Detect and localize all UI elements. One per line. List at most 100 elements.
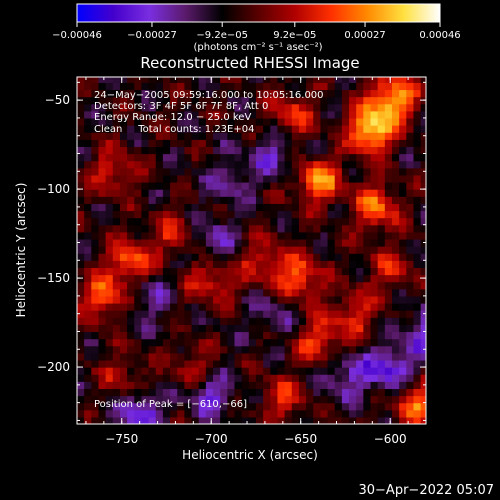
heatmap-cell bbox=[155, 359, 164, 368]
heatmap-cell bbox=[306, 146, 314, 155]
heatmap-cell bbox=[370, 295, 379, 304]
heatmap-cell bbox=[248, 203, 257, 212]
heatmap-cell bbox=[399, 224, 407, 233]
heatmap-cell bbox=[77, 352, 85, 361]
heatmap-cell bbox=[327, 374, 336, 382]
heatmap-cell bbox=[248, 253, 257, 261]
heatmap-cell bbox=[399, 295, 407, 304]
heatmap-cell bbox=[284, 117, 293, 126]
heatmap-cell bbox=[170, 295, 178, 304]
heatmap-cell bbox=[84, 132, 92, 140]
heatmap-cell bbox=[356, 231, 364, 240]
heatmap-cell bbox=[356, 117, 364, 126]
heatmap-cell bbox=[170, 288, 178, 297]
heatmap-cell bbox=[112, 196, 121, 204]
heatmap-cell bbox=[112, 153, 121, 162]
heatmap-cell bbox=[213, 238, 221, 247]
heatmap-cell bbox=[406, 402, 415, 411]
heatmap-cell bbox=[298, 110, 307, 119]
heatmap-cell bbox=[399, 381, 407, 390]
heatmap-cell bbox=[105, 110, 114, 119]
heatmap-cell bbox=[198, 89, 207, 98]
annotation-energy: Energy Range: 12.0 − 25.0 keV bbox=[94, 112, 251, 123]
heatmap-cell bbox=[155, 117, 164, 126]
heatmap-cell bbox=[420, 359, 426, 368]
heatmap-cell bbox=[406, 217, 415, 226]
heatmap-cell bbox=[384, 117, 393, 126]
heatmap-cell bbox=[248, 267, 257, 276]
heatmap-cell bbox=[334, 402, 343, 411]
heatmap-cell bbox=[141, 125, 150, 133]
heatmap-cell bbox=[119, 174, 128, 183]
heatmap-cell bbox=[334, 196, 343, 204]
heatmap-cell bbox=[241, 253, 250, 261]
heatmap-cell bbox=[213, 132, 221, 140]
heatmap-cell bbox=[306, 210, 314, 219]
heatmap-cell bbox=[84, 310, 92, 318]
heatmap-cell bbox=[170, 210, 178, 219]
heatmap-cell bbox=[191, 196, 200, 204]
heatmap-cell bbox=[105, 359, 114, 368]
heatmap-cell bbox=[162, 281, 171, 290]
heatmap-cell bbox=[334, 324, 343, 333]
heatmap-cell bbox=[213, 295, 221, 304]
heatmap-cell bbox=[363, 96, 372, 105]
heatmap-cell bbox=[77, 409, 85, 418]
heatmap-cell bbox=[377, 260, 386, 269]
heatmap-cell bbox=[284, 189, 293, 197]
heatmap-cell bbox=[370, 196, 379, 204]
heatmap-cell bbox=[241, 260, 250, 269]
heatmap-cell bbox=[356, 388, 364, 397]
heatmap-cell bbox=[263, 246, 271, 254]
heatmap-cell bbox=[248, 174, 257, 183]
heatmap-cell bbox=[177, 295, 185, 304]
heatmap-cell bbox=[306, 89, 314, 98]
heatmap-cell bbox=[84, 352, 92, 361]
heatmap-cell bbox=[141, 146, 150, 155]
heatmap-cell bbox=[291, 181, 300, 190]
heatmap-cell bbox=[277, 210, 286, 219]
heatmap-cell bbox=[141, 267, 150, 276]
heatmap-cell bbox=[162, 181, 171, 190]
heatmap-cell bbox=[205, 367, 214, 375]
heatmap-cell bbox=[306, 416, 314, 424]
heatmap-cell bbox=[391, 395, 400, 404]
heatmap-cell bbox=[391, 210, 400, 219]
heatmap-cell bbox=[291, 77, 300, 83]
heatmap-cell bbox=[155, 231, 164, 240]
heatmap-cell bbox=[341, 96, 350, 105]
heatmap-cell bbox=[370, 217, 379, 226]
heatmap-cell bbox=[148, 288, 157, 297]
heatmap-cell bbox=[248, 409, 257, 418]
heatmap-cell bbox=[127, 345, 135, 354]
heatmap-cell bbox=[241, 167, 250, 176]
heatmap-cell bbox=[391, 324, 400, 333]
heatmap-cell bbox=[363, 310, 372, 318]
heatmap-cell bbox=[399, 203, 407, 212]
heatmap-cell bbox=[241, 338, 250, 347]
heatmap-cell bbox=[391, 388, 400, 397]
heatmap-cell bbox=[399, 388, 407, 397]
heatmap-cell bbox=[263, 409, 271, 418]
heatmap-cell bbox=[349, 281, 357, 290]
heatmap-cell bbox=[84, 217, 92, 226]
heatmap-cell bbox=[148, 167, 157, 176]
heatmap-cell bbox=[112, 367, 121, 375]
heatmap-cell bbox=[198, 125, 207, 133]
heatmap-cell bbox=[220, 203, 228, 212]
heatmap-cell bbox=[134, 96, 143, 105]
heatmap-cell bbox=[334, 253, 343, 261]
heatmap-cell bbox=[313, 338, 322, 347]
heatmap-cell bbox=[91, 181, 100, 190]
heatmap-cell bbox=[298, 317, 307, 325]
heatmap-cell bbox=[112, 82, 121, 91]
heatmap-cell bbox=[420, 160, 426, 169]
heatmap-cell bbox=[341, 117, 350, 126]
heatmap-cell bbox=[162, 274, 171, 283]
heatmap-cell bbox=[298, 238, 307, 247]
heatmap-cell bbox=[184, 395, 193, 404]
heatmap-cell bbox=[148, 125, 157, 133]
heatmap-cell bbox=[341, 310, 350, 318]
heatmap-cell bbox=[198, 302, 207, 311]
heatmap-cell bbox=[170, 160, 178, 169]
